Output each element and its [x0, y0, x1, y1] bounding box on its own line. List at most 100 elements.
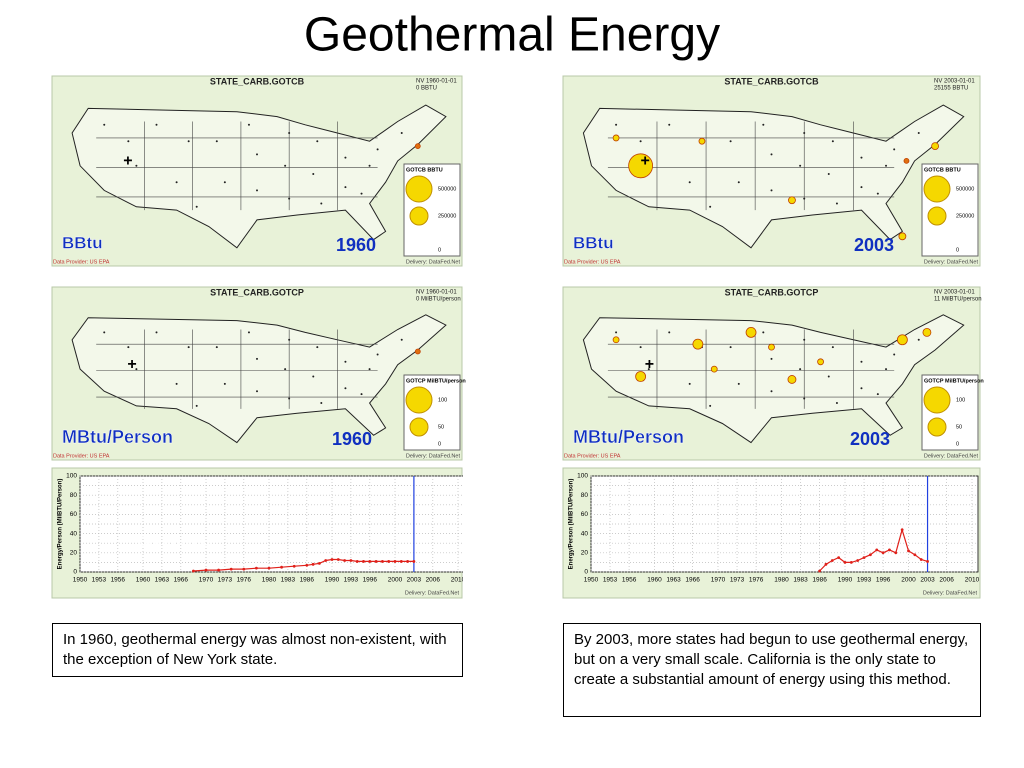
x-tick-label: 1980	[262, 577, 277, 584]
x-tick-label: 1956	[111, 577, 126, 584]
x-tick-label: 1993	[344, 577, 359, 584]
state-dot	[256, 390, 258, 393]
state-dot	[835, 401, 838, 404]
legend-label: 0	[956, 441, 959, 447]
state-dot	[360, 192, 363, 195]
x-tick-label: 1986	[812, 577, 827, 584]
state-dot	[344, 360, 347, 363]
legend-circle	[409, 206, 429, 226]
state-dot	[223, 181, 226, 184]
y-tick-label: 0	[584, 569, 588, 576]
state-dot	[312, 375, 315, 378]
series-point	[311, 562, 315, 566]
legend-label: 250000	[438, 213, 456, 219]
state-dot	[400, 132, 403, 134]
state-dot	[770, 357, 773, 360]
state-dot	[803, 132, 806, 134]
state-dot	[668, 331, 671, 334]
x-tick-label: 1963	[155, 577, 170, 584]
series-point	[324, 559, 328, 562]
state-dot	[668, 123, 671, 126]
state-dot	[344, 186, 347, 189]
state-dot	[799, 368, 802, 371]
legend-label: 100	[438, 397, 447, 403]
legend-circle	[923, 175, 951, 203]
legend-label: 0	[438, 247, 441, 253]
state-bubble	[896, 334, 908, 346]
data-provider: Data Provider: US EPA	[564, 453, 621, 459]
series-point	[399, 560, 403, 563]
chart-annotation: California	[137, 533, 211, 550]
series-point	[862, 556, 866, 559]
delivery-credit: Delivery: DataFed.Net	[406, 259, 461, 265]
state-dot	[376, 353, 379, 356]
state-bubble	[768, 343, 775, 351]
x-tick-label: 1963	[666, 577, 681, 584]
series-point	[242, 567, 246, 571]
legend-label: 500000	[956, 186, 974, 192]
x-tick-label: 2010	[965, 577, 980, 584]
state-dot	[860, 186, 863, 189]
series-point	[818, 569, 821, 573]
state-bubble	[635, 371, 647, 382]
year-label: 1960	[336, 235, 376, 255]
legend-title: GOTCB BBTU	[924, 167, 961, 173]
state-dot	[803, 197, 806, 200]
state-dot	[155, 123, 158, 126]
x-tick-label: 1970	[711, 577, 726, 584]
y-tick-label: 80	[581, 492, 589, 499]
state-bubble	[414, 143, 421, 150]
year-label: 2003	[850, 429, 890, 449]
state-dot	[770, 153, 773, 156]
state-dot	[770, 390, 773, 393]
probe-cross: +	[127, 356, 136, 373]
state-bubble	[710, 365, 718, 373]
year-label: 1960	[332, 429, 372, 449]
series-point	[267, 566, 271, 570]
legend-box	[921, 374, 979, 451]
y-tick-label: 100	[577, 473, 588, 480]
state-dot	[187, 346, 190, 349]
state-dot	[885, 164, 888, 167]
series-point	[412, 560, 416, 563]
map-header: STATE_CARB.GOTCB	[724, 76, 819, 86]
series-point	[875, 548, 879, 552]
series-point	[255, 566, 258, 570]
state-dot	[615, 123, 618, 126]
legend-circle	[923, 386, 951, 414]
state-dot	[917, 338, 920, 341]
state-dot	[223, 382, 226, 385]
state-dot	[155, 331, 158, 334]
map-header: STATE_CARB.GOTCP	[210, 287, 304, 297]
series-point	[888, 548, 891, 552]
state-bubble	[414, 348, 421, 355]
x-tick-label: 1976	[237, 577, 252, 584]
state-dot	[737, 382, 740, 385]
x-tick-label: 2003	[920, 577, 935, 584]
x-tick-label: 1973	[730, 577, 745, 584]
series-point	[204, 568, 208, 572]
x-tick-label: 1953	[603, 577, 618, 584]
state-dot	[729, 140, 732, 143]
series-point	[387, 560, 391, 563]
x-tick-label: 1950	[73, 577, 88, 584]
x-tick-label: 2000	[388, 577, 403, 584]
state-dot	[803, 338, 806, 341]
x-tick-label: 1996	[363, 577, 378, 584]
state-bubble	[745, 326, 757, 338]
map-date: NV 2003-01-01	[934, 79, 975, 85]
legend-label: 0	[956, 247, 959, 253]
gutter	[463, 468, 562, 598]
x-tick-label: 1960	[647, 577, 662, 584]
y-tick-label: 40	[581, 530, 589, 537]
state-bubble	[788, 196, 796, 205]
state-dot	[917, 132, 920, 134]
legend-circle	[405, 175, 433, 203]
x-tick-label: 1996	[876, 577, 891, 584]
series-point	[229, 567, 233, 571]
series-point	[406, 560, 409, 563]
state-dot	[256, 189, 258, 192]
legend-title: GOTCB BBTU	[406, 167, 443, 173]
state-dot	[316, 140, 319, 143]
us-outline	[71, 314, 447, 444]
